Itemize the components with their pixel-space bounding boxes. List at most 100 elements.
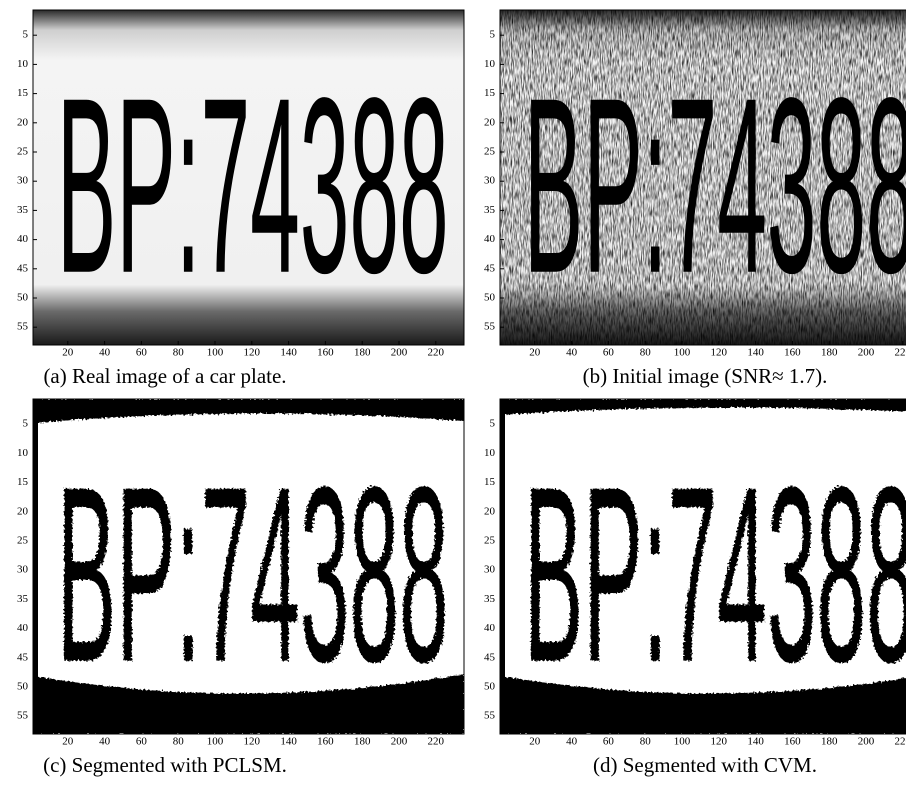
x-tick-label: 40: [99, 736, 111, 748]
caption: (b) Initial image (SNR≈ 1.7).: [583, 364, 828, 388]
y-tick-label: 15: [484, 476, 496, 488]
left-edge: [500, 399, 505, 734]
y-tick-label: 35: [17, 593, 29, 605]
x-tick-label: 20: [62, 347, 74, 359]
y-tick-label: 40: [17, 622, 29, 634]
x-tick-label: 20: [529, 347, 541, 359]
y-tick-label: 40: [484, 622, 496, 634]
x-tick-label: 120: [244, 736, 261, 748]
x-tick-label: 180: [354, 347, 371, 359]
y-tick-label: 20: [484, 116, 496, 128]
panel: BP:7438820406080100120140160180200220510…: [484, 10, 906, 388]
plate-text: BP:74388: [524, 435, 906, 714]
y-tick-label: 35: [484, 593, 496, 605]
caption: (c) Segmented with PCLSM.: [43, 753, 287, 777]
y-tick-label: 55: [17, 321, 29, 333]
x-tick-label: 80: [640, 347, 652, 359]
x-tick-label: 200: [858, 736, 875, 748]
y-tick-label: 5: [23, 29, 29, 41]
x-tick-label: 80: [640, 736, 652, 748]
x-tick-label: 140: [280, 736, 297, 748]
y-tick-label: 50: [484, 292, 496, 304]
x-tick-label: 100: [207, 736, 224, 748]
y-tick-label: 25: [17, 535, 29, 547]
plate-image: BP:74388: [33, 399, 464, 734]
x-tick-label: 100: [207, 347, 224, 359]
x-tick-label: 140: [747, 736, 764, 748]
caption: (a) Real image of a car plate.: [43, 364, 286, 388]
x-tick-label: 40: [99, 347, 111, 359]
y-tick-label: 30: [17, 564, 29, 576]
y-tick-label: 35: [17, 204, 29, 216]
y-tick-label: 25: [484, 535, 496, 547]
y-tick-label: 55: [17, 710, 29, 722]
x-tick-label: 160: [317, 347, 334, 359]
y-tick-label: 50: [17, 292, 29, 304]
y-tick-label: 55: [484, 321, 496, 333]
y-tick-label: 20: [484, 505, 496, 517]
y-tick-label: 5: [23, 418, 29, 430]
plate-image: BP:74388: [33, 10, 464, 345]
y-tick-label: 10: [17, 447, 29, 459]
y-tick-label: 20: [17, 505, 29, 517]
panel: BP:74388 20 40 60 80 100 120 140 160 180 200 220 5 10…: [17, 399, 464, 777]
y-tick-label: 30: [484, 564, 496, 576]
x-tick-label: 180: [821, 736, 838, 748]
x-tick-label: 200: [391, 736, 408, 748]
x-tick-label: 20: [529, 736, 541, 748]
y-tick-label: 40: [484, 233, 496, 245]
y-tick-label: 10: [484, 447, 496, 459]
y-tick-label: 45: [484, 651, 496, 663]
y-tick-label: 25: [17, 146, 29, 158]
plate-text: BP:74388: [57, 435, 449, 714]
y-tick-label: 10: [17, 58, 29, 70]
y-tick-label: 30: [484, 175, 496, 187]
x-tick-label: 180: [354, 736, 371, 748]
x-tick-label: 120: [244, 347, 261, 359]
x-tick-label: 220: [895, 736, 906, 748]
y-tick-label: 25: [484, 146, 496, 158]
plate-image: BP:74388: [500, 399, 906, 734]
y-tick-label: 50: [17, 681, 29, 693]
x-tick-label: 100: [674, 736, 691, 748]
y-tick-label: 40: [17, 233, 29, 245]
x-tick-label: 60: [136, 736, 148, 748]
x-tick-label: 60: [136, 347, 148, 359]
x-tick-label: 140: [280, 347, 297, 359]
y-tick-label: 45: [17, 262, 29, 274]
y-tick-label: 55: [484, 710, 496, 722]
x-tick-label: 160: [784, 736, 801, 748]
plate-text: BP:74388: [57, 46, 449, 325]
x-tick-label: 60: [603, 736, 615, 748]
x-tick-label: 160: [784, 347, 801, 359]
x-tick-label: 40: [566, 736, 578, 748]
panel: BP:7438820406080100120140160180200220510…: [484, 399, 906, 777]
y-tick-label: 15: [17, 476, 29, 488]
y-tick-label: 5: [490, 418, 496, 430]
figure: BP:74388 20 40 60 80 100 120 140 160 180 200 220 5 10…: [0, 0, 906, 787]
x-tick-label: 220: [428, 347, 445, 359]
x-tick-label: 60: [603, 347, 615, 359]
y-tick-label: 15: [17, 87, 29, 99]
x-tick-label: 140: [747, 347, 764, 359]
y-tick-label: 45: [17, 651, 29, 663]
caption: (d) Segmented with CVM.: [593, 753, 817, 777]
x-tick-label: 220: [428, 736, 445, 748]
x-tick-label: 180: [821, 347, 838, 359]
x-tick-label: 20: [62, 736, 74, 748]
x-tick-label: 160: [317, 736, 334, 748]
y-tick-label: 50: [484, 681, 496, 693]
y-tick-label: 20: [17, 116, 29, 128]
y-tick-label: 15: [484, 87, 496, 99]
plate-image: BP:74388: [500, 10, 906, 345]
x-tick-label: 80: [173, 347, 185, 359]
left-edge: [33, 399, 38, 734]
noise-overlay: [500, 10, 906, 345]
x-tick-label: 200: [858, 347, 875, 359]
x-tick-label: 80: [173, 736, 185, 748]
y-tick-label: 30: [17, 175, 29, 187]
x-tick-label: 120: [711, 347, 728, 359]
y-tick-label: 35: [484, 204, 496, 216]
x-tick-label: 40: [566, 347, 578, 359]
